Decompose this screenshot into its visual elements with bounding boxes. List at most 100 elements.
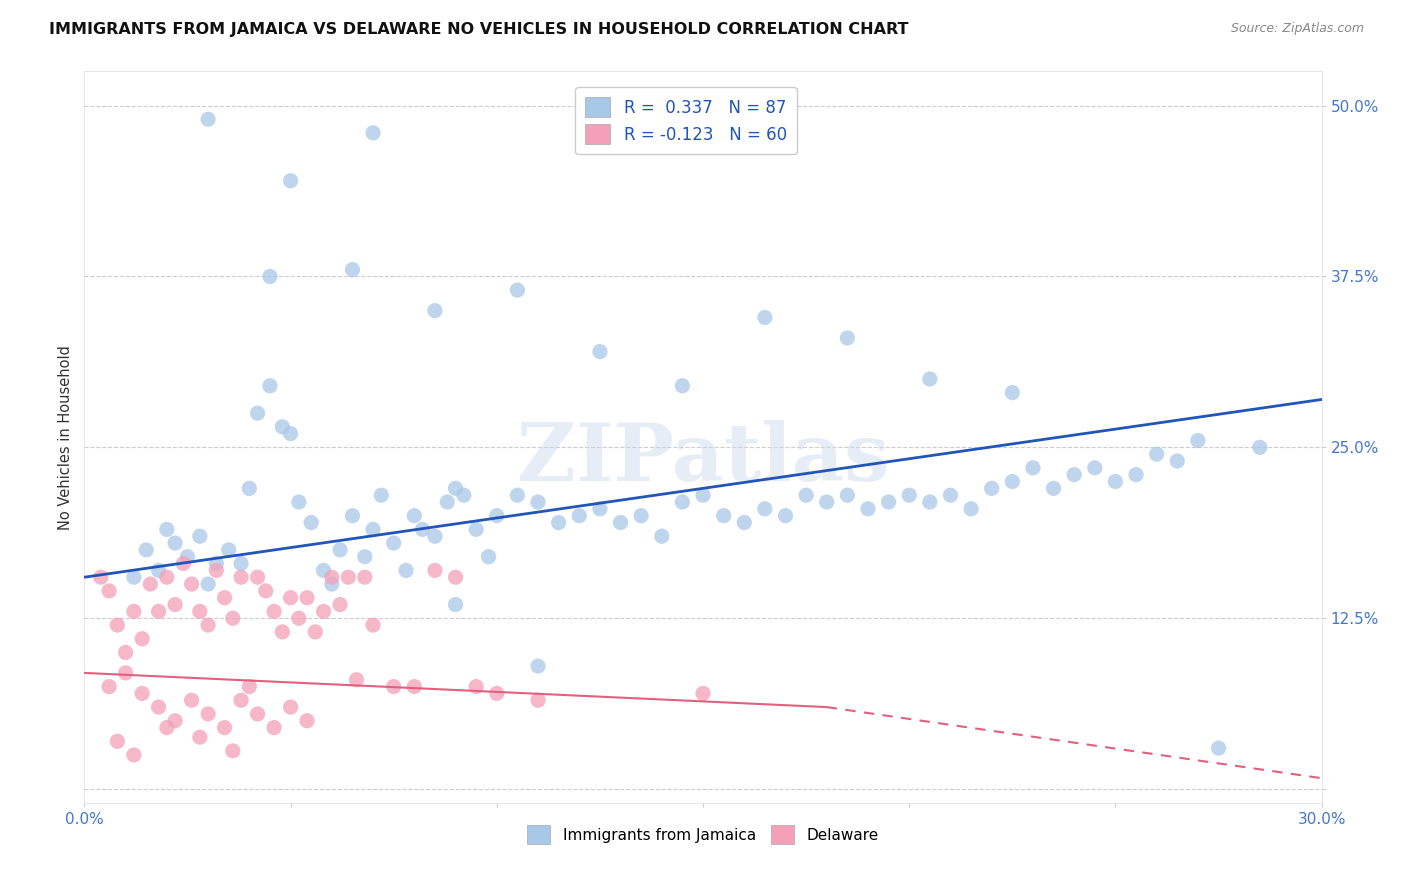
Point: [288, 611, 311, 625]
Point: [898, 488, 921, 502]
Point: [692, 488, 714, 502]
Point: [280, 591, 302, 605]
Point: [1063, 467, 1085, 482]
Point: [222, 611, 245, 625]
Point: [444, 570, 467, 584]
Point: [329, 542, 352, 557]
Point: [1146, 447, 1168, 461]
Point: [295, 714, 318, 728]
Point: [122, 747, 145, 762]
Point: [436, 495, 458, 509]
Point: [263, 721, 285, 735]
Point: [477, 549, 499, 564]
Point: [148, 604, 170, 618]
Point: [1249, 440, 1271, 454]
Point: [156, 721, 179, 735]
Point: [465, 680, 488, 694]
Point: [1125, 467, 1147, 482]
Text: ZIPatlas: ZIPatlas: [517, 420, 889, 498]
Point: [692, 686, 714, 700]
Point: [506, 488, 529, 502]
Point: [259, 379, 281, 393]
Point: [361, 522, 384, 536]
Point: [589, 501, 612, 516]
Point: [148, 563, 170, 577]
Point: [197, 706, 219, 721]
Point: [246, 406, 269, 420]
Point: [214, 721, 236, 735]
Point: [754, 310, 776, 325]
Point: [346, 673, 368, 687]
Point: [485, 508, 508, 523]
Point: [589, 344, 612, 359]
Point: [114, 665, 136, 680]
Point: [222, 744, 245, 758]
Point: [254, 583, 277, 598]
Point: [423, 303, 446, 318]
Point: [122, 570, 145, 584]
Point: [1208, 741, 1230, 756]
Point: [188, 529, 211, 543]
Point: [172, 557, 194, 571]
Point: [337, 570, 360, 584]
Text: Source: ZipAtlas.com: Source: ZipAtlas.com: [1230, 22, 1364, 36]
Point: [288, 495, 311, 509]
Point: [395, 563, 418, 577]
Point: [382, 536, 405, 550]
Point: [527, 693, 550, 707]
Point: [280, 426, 302, 441]
Text: IMMIGRANTS FROM JAMAICA VS DELAWARE NO VEHICLES IN HOUSEHOLD CORRELATION CHART: IMMIGRANTS FROM JAMAICA VS DELAWARE NO V…: [49, 22, 908, 37]
Point: [312, 563, 335, 577]
Point: [1166, 454, 1188, 468]
Point: [135, 542, 157, 557]
Point: [197, 577, 219, 591]
Point: [229, 693, 252, 707]
Point: [321, 577, 343, 591]
Point: [98, 680, 121, 694]
Point: [197, 618, 219, 632]
Point: [423, 563, 446, 577]
Point: [188, 604, 211, 618]
Point: [918, 372, 941, 386]
Point: [105, 734, 128, 748]
Point: [295, 591, 318, 605]
Point: [404, 508, 426, 523]
Point: [609, 516, 631, 530]
Point: [794, 488, 817, 502]
Point: [754, 501, 776, 516]
Point: [271, 420, 294, 434]
Point: [218, 542, 240, 557]
Legend: Immigrants from Jamaica, Delaware: Immigrants from Jamaica, Delaware: [522, 819, 884, 850]
Point: [733, 516, 755, 530]
Point: [131, 632, 153, 646]
Point: [165, 598, 187, 612]
Point: [246, 570, 269, 584]
Point: [370, 488, 392, 502]
Point: [246, 706, 269, 721]
Point: [412, 522, 434, 536]
Point: [271, 624, 294, 639]
Point: [229, 570, 252, 584]
Point: [1001, 475, 1024, 489]
Point: [238, 481, 260, 495]
Point: [176, 549, 198, 564]
Point: [837, 331, 859, 345]
Point: [214, 591, 236, 605]
Y-axis label: No Vehicles in Household: No Vehicles in Household: [58, 344, 73, 530]
Point: [205, 557, 228, 571]
Point: [527, 659, 550, 673]
Point: [353, 549, 375, 564]
Point: [1022, 460, 1045, 475]
Point: [485, 686, 508, 700]
Point: [105, 618, 128, 632]
Point: [205, 563, 228, 577]
Point: [139, 577, 162, 591]
Point: [329, 598, 352, 612]
Point: [671, 379, 693, 393]
Point: [188, 730, 211, 744]
Point: [304, 624, 326, 639]
Point: [877, 495, 900, 509]
Point: [1001, 385, 1024, 400]
Point: [299, 516, 322, 530]
Point: [280, 174, 302, 188]
